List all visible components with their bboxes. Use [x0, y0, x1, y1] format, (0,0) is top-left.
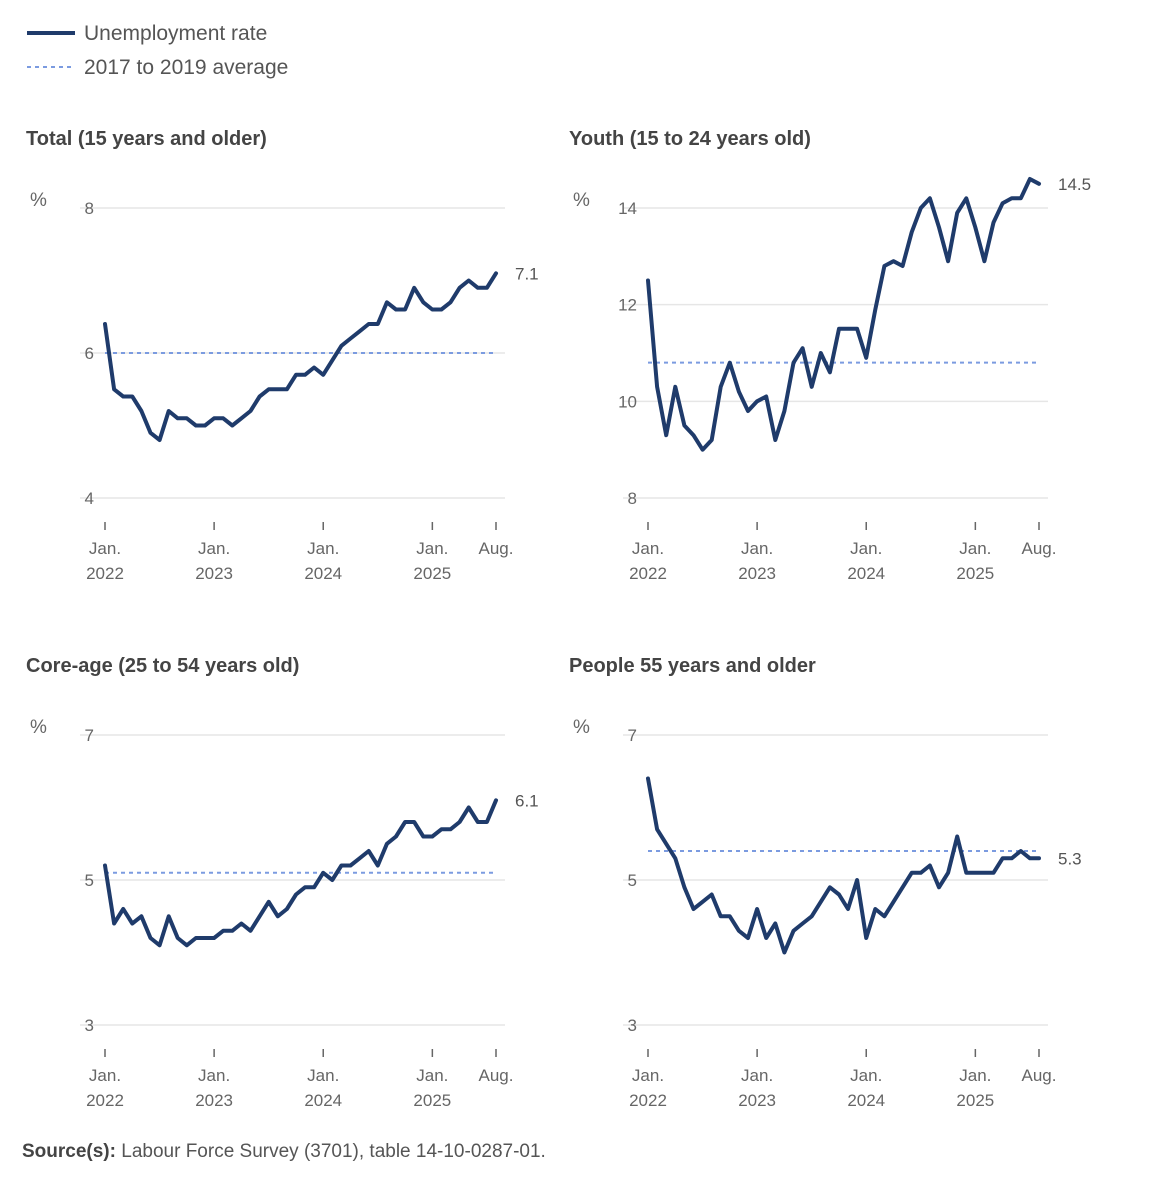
unemployment-rate-line: [103, 798, 498, 948]
x-tick-label: Jan.: [416, 1066, 448, 1085]
x-tick-label: Jan.: [632, 1066, 664, 1085]
x-tick-year: 2024: [847, 1091, 885, 1110]
x-tick-label: Jan.: [198, 1066, 230, 1085]
x-tick-label: Jan.: [307, 539, 339, 558]
x-tick-year: 2022: [629, 1091, 667, 1110]
end-value-label: 7.1: [515, 264, 539, 283]
x-tick-label: Jan.: [959, 1066, 991, 1085]
y-tick-label: 8: [628, 489, 637, 508]
x-tick-label: Jan.: [89, 1066, 121, 1085]
x-tick-label: Jan.: [632, 539, 664, 558]
x-tick-year: 2024: [304, 564, 342, 583]
x-tick-year: 2022: [86, 1091, 124, 1110]
panel-2: Youth (15 to 24 years old)% 8 10 12 14 Jan. 20…: [569, 128, 1091, 583]
x-tick-label: Jan.: [741, 1066, 773, 1085]
y-tick-label: 3: [85, 1016, 94, 1035]
x-tick-label: Jan.: [850, 1066, 882, 1085]
panel-title: Total (15 years and older): [26, 128, 267, 150]
source-text: Labour Force Survey (3701), table 14-10-…: [115, 1141, 546, 1162]
panel-title: People 55 years and older: [569, 655, 816, 677]
x-tick-year: 2022: [86, 564, 124, 583]
y-tick-label: 14: [618, 199, 637, 218]
y-unit-label: %: [573, 190, 590, 211]
panel-title: Core-age (25 to 54 years old): [26, 655, 299, 677]
panel-title: Youth (15 to 24 years old): [569, 128, 811, 150]
x-tick-label: Aug.: [479, 1066, 514, 1085]
unemployment-rate-line: [646, 776, 1041, 955]
x-tick-year: 2023: [738, 564, 776, 583]
unemployment-rate-line: [646, 177, 1041, 452]
x-tick-year: 2025: [413, 564, 451, 583]
x-tick-year: 2023: [738, 1091, 776, 1110]
x-tick-label: Jan.: [850, 539, 882, 558]
legend-line-label: Unemployment rate: [84, 22, 267, 45]
source-label: Source(s):: [22, 1141, 116, 1162]
unemployment-rate-line: [103, 271, 498, 442]
x-tick-year: 2023: [195, 564, 233, 583]
x-tick-year: 2022: [629, 564, 667, 583]
x-tick-label: Aug.: [1022, 539, 1057, 558]
x-tick-label: Jan.: [307, 1066, 339, 1085]
x-tick-label: Jan.: [198, 539, 230, 558]
x-tick-year: 2024: [847, 564, 885, 583]
y-unit-label: %: [30, 190, 47, 211]
panel-1: Total (15 years and older)% 4 6 8 Jan. 2022 Ja…: [26, 128, 539, 583]
panel-4: People 55 years and older% 3 5 7 Jan. 2022 Jan…: [569, 655, 1082, 1110]
end-value-label: 6.1: [515, 791, 539, 810]
y-tick-label: 5: [628, 871, 637, 890]
y-tick-label: 10: [618, 392, 637, 411]
end-value-label: 14.5: [1058, 175, 1091, 194]
legend-average-label: 2017 to 2019 average: [84, 56, 288, 79]
y-tick-label: 4: [85, 489, 94, 508]
x-tick-label: Jan.: [416, 539, 448, 558]
x-tick-year: 2025: [413, 1091, 451, 1110]
x-tick-year: 2023: [195, 1091, 233, 1110]
y-tick-label: 3: [628, 1016, 637, 1035]
y-unit-label: %: [573, 717, 590, 738]
source-note: Source(s): Labour Force Survey (3701), t…: [22, 1141, 546, 1163]
x-tick-label: Aug.: [1022, 1066, 1057, 1085]
y-tick-label: 8: [85, 199, 94, 218]
y-tick-label: 6: [85, 344, 94, 363]
y-tick-label: 12: [618, 296, 637, 315]
y-tick-label: 7: [628, 726, 637, 745]
y-tick-label: 7: [85, 726, 94, 745]
x-tick-year: 2024: [304, 1091, 342, 1110]
end-value-label: 5.3: [1058, 849, 1082, 868]
panel-3: Core-age (25 to 54 years old)% 3 5 7 Jan. 202…: [26, 655, 539, 1110]
y-unit-label: %: [30, 717, 47, 738]
x-tick-label: Jan.: [959, 539, 991, 558]
x-tick-label: Jan.: [89, 539, 121, 558]
x-tick-label: Jan.: [741, 539, 773, 558]
x-tick-year: 2025: [956, 1091, 994, 1110]
legend: Unemployment rate 2017 to 2019 average: [27, 22, 288, 79]
x-tick-year: 2025: [956, 564, 994, 583]
x-tick-label: Aug.: [479, 539, 514, 558]
y-tick-label: 5: [85, 871, 94, 890]
